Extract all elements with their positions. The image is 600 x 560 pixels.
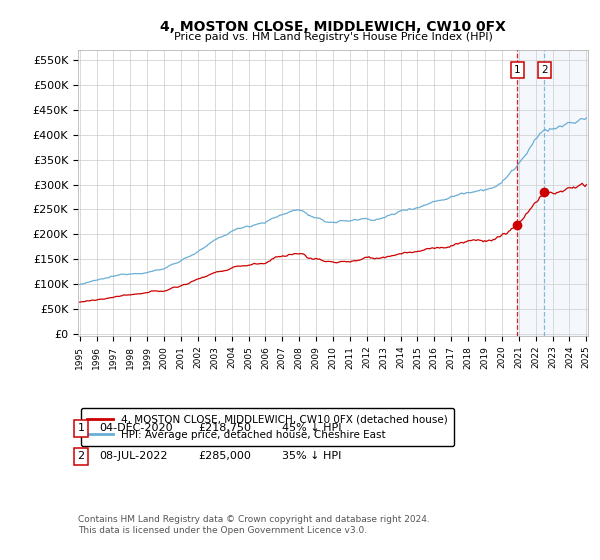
Bar (517, 50, 595, 336)
Text: 4, MOSTON CLOSE, MIDDLEWICH, CW10 0FX: 4, MOSTON CLOSE, MIDDLEWICH, CW10 0FX (160, 20, 506, 34)
Text: Contains HM Land Registry data © Crown copyright and database right 2024.
This d: Contains HM Land Registry data © Crown c… (78, 515, 430, 535)
Text: 04-DEC-2020: 04-DEC-2020 (99, 423, 173, 433)
Text: 1: 1 (514, 66, 521, 75)
Text: Price paid vs. HM Land Registry's House Price Index (HPI): Price paid vs. HM Land Registry's House … (173, 32, 493, 43)
Text: 08-JUL-2022: 08-JUL-2022 (99, 451, 167, 461)
Text: 35% ↓ HPI: 35% ↓ HPI (282, 451, 341, 461)
Text: 2: 2 (541, 66, 548, 75)
Text: 45% ↓ HPI: 45% ↓ HPI (282, 423, 341, 433)
Text: £285,000: £285,000 (198, 451, 251, 461)
Text: £218,750: £218,750 (198, 423, 251, 433)
Text: 2: 2 (77, 451, 85, 461)
Legend: 4, MOSTON CLOSE, MIDDLEWICH, CW10 0FX (detached house), HPI: Average price, deta: 4, MOSTON CLOSE, MIDDLEWICH, CW10 0FX (d… (80, 408, 454, 446)
Text: 1: 1 (77, 423, 85, 433)
